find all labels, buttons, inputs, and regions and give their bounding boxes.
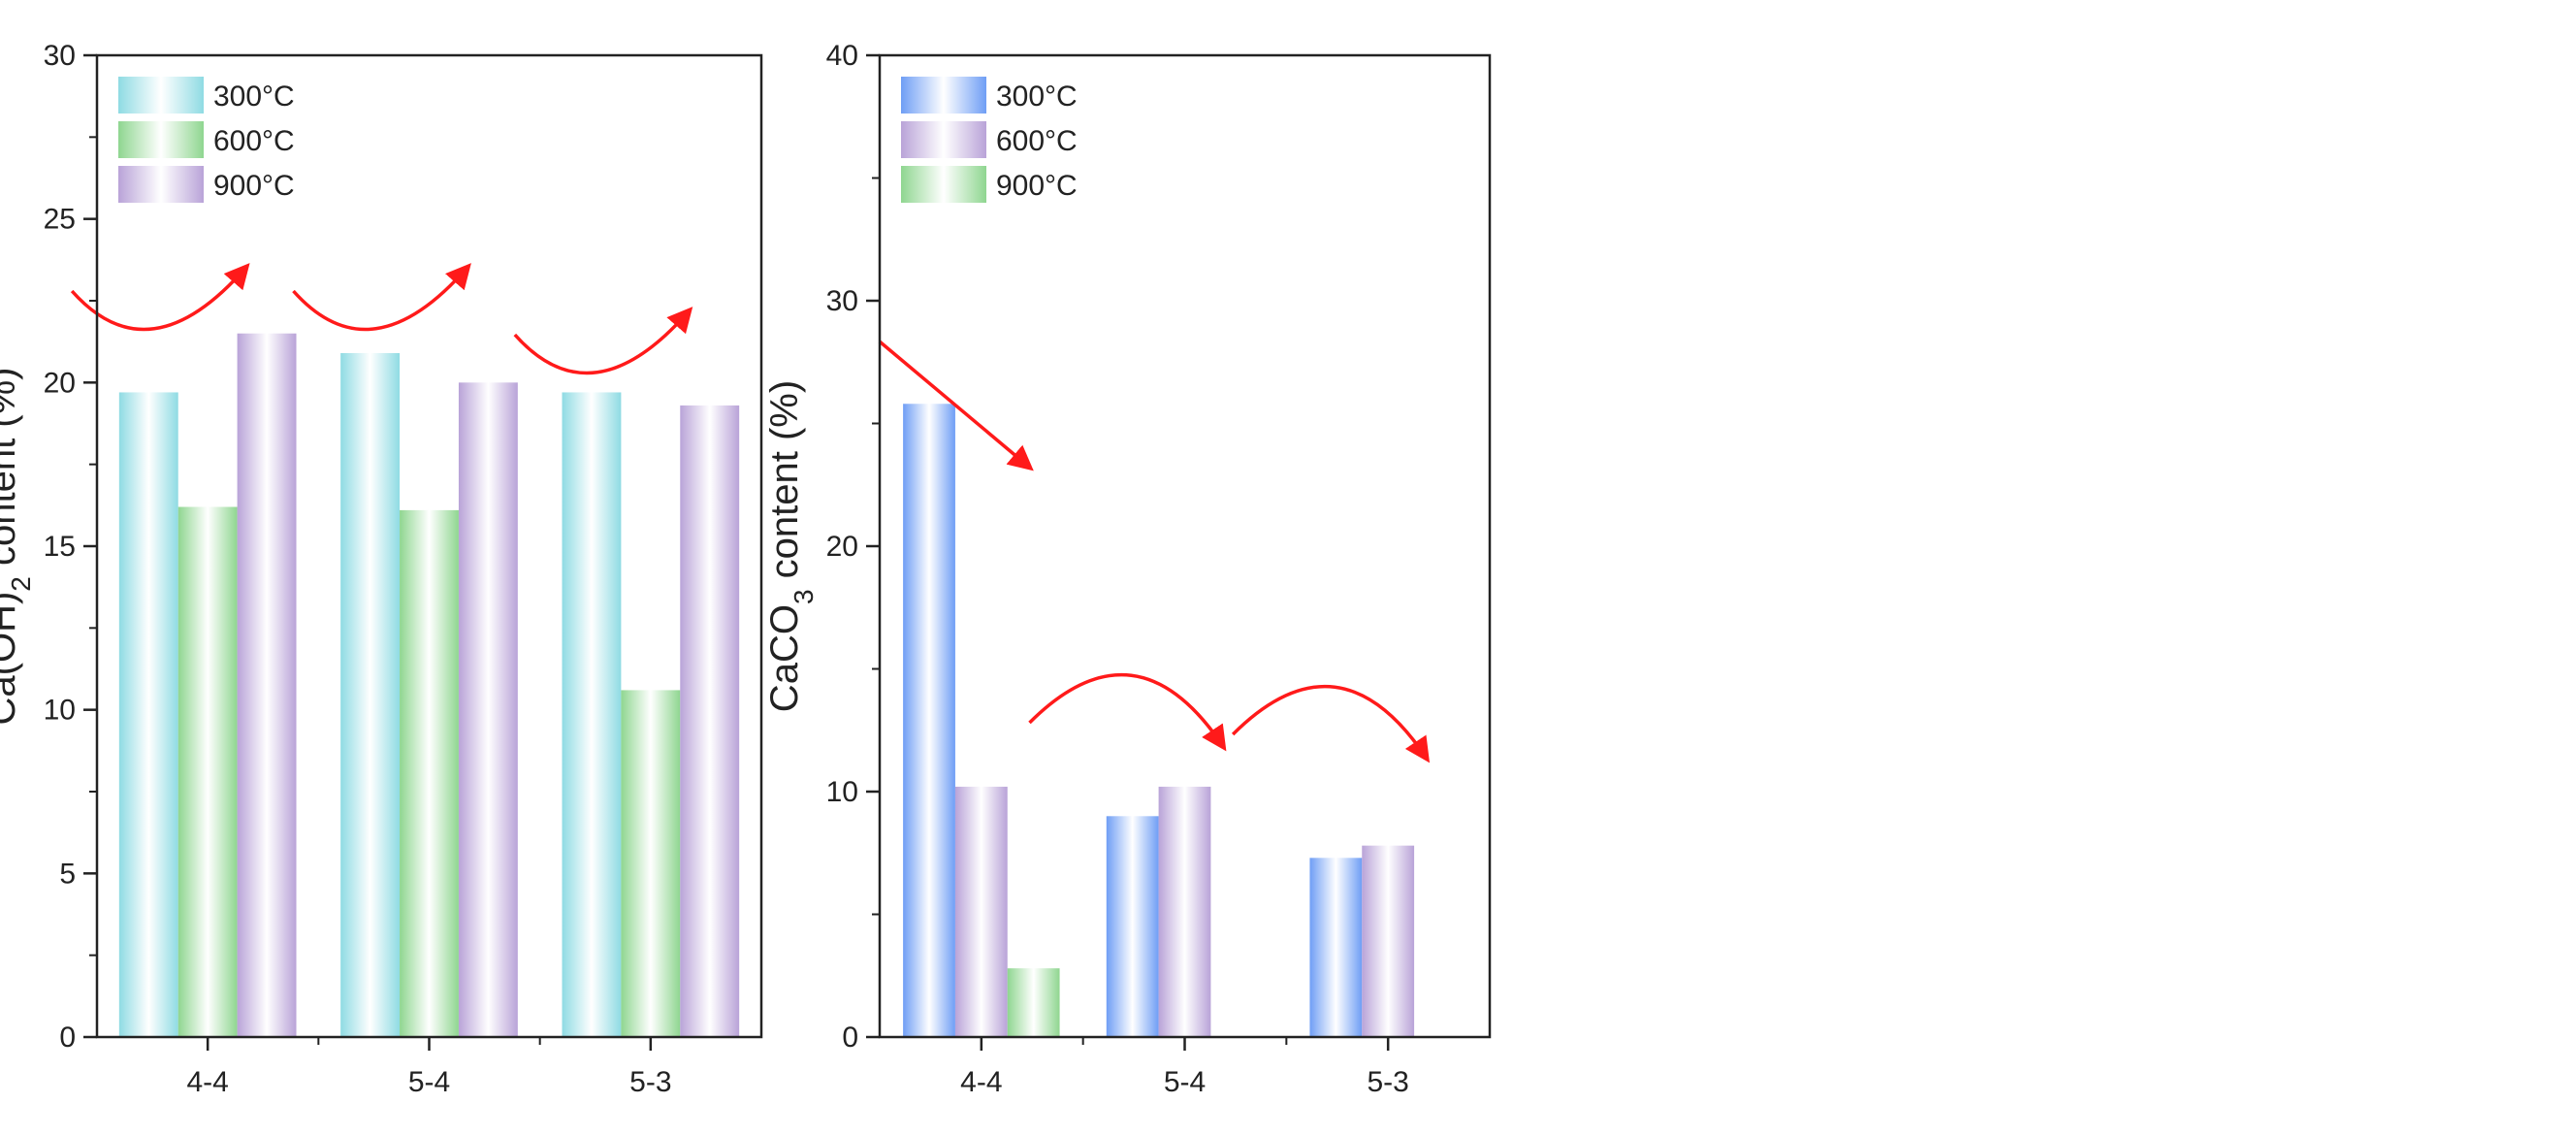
x-tick-label-5-3: 5-3: [1367, 1066, 1408, 1098]
x-axis: 4-4 5-4 5-3: [186, 1037, 672, 1098]
trend-arrow-5-3: [1231, 684, 1431, 763]
y-axis-label-tail: content (%): [0, 367, 23, 576]
x-tick-label-4-4: 4-4: [960, 1066, 1002, 1098]
bar-5-3-600-c: [1362, 845, 1415, 1037]
legend-swatch-300-c: [118, 77, 204, 114]
y-tick-label: 40: [826, 40, 858, 72]
x-tick-label-5-4: 5-4: [1164, 1066, 1206, 1098]
bar-5-3-900-c: [680, 405, 740, 1037]
chart-calcium-hydroxide: 0 5 10 15 20 25 30 4-4 5-4 5-3 Ca(OH)2 content (…: [0, 40, 763, 1098]
y-axis-label: Ca(OH)2 content (%): [0, 367, 36, 725]
bar-4-4-300-c: [118, 392, 178, 1037]
bar-4-4-300-c: [903, 404, 955, 1037]
x-tick-label-5-3: 5-3: [629, 1066, 671, 1098]
bars-group: [118, 333, 740, 1037]
bar-5-4-600-c: [400, 509, 459, 1037]
y-tick-label: 30: [44, 40, 76, 72]
bar-4-4-900-c: [1007, 968, 1060, 1037]
y-tick-label: 20: [44, 367, 76, 399]
legend: 300°C 600°C 900°C: [118, 77, 295, 203]
y-axis-label-main: Ca(OH): [0, 592, 23, 726]
trend-arrow-5-3: [513, 307, 693, 375]
bar-5-3-300-c: [1309, 858, 1363, 1037]
y-axis-label-tail: content (%): [763, 380, 806, 590]
x-axis: 4-4 5-4 5-3: [960, 1037, 1409, 1098]
legend-swatch-600-c: [118, 121, 204, 158]
chart-calcium-carbonate: 0 10 20 30 40 4-4 5-4 5-3 CaCO3 content (%) 30…: [763, 40, 1492, 1098]
y-axis-label-main: CaCO: [763, 604, 806, 712]
legend-label-300-c: 300°C: [996, 81, 1078, 113]
bar-5-3-600-c: [621, 690, 681, 1037]
y-tick-label: 20: [826, 531, 858, 563]
bars-group: [903, 404, 1415, 1037]
y-tick-label: 30: [826, 285, 858, 317]
bar-5-3-300-c: [562, 392, 622, 1037]
legend-swatch-300-c: [901, 77, 986, 114]
trend-arrow-5-4: [1028, 672, 1227, 752]
legend-swatch-600-c: [901, 121, 986, 158]
legend-swatch-900-c: [901, 166, 986, 203]
trend-arrow-4-4: [878, 340, 1034, 471]
x-tick-label-4-4: 4-4: [186, 1066, 228, 1098]
legend-label-300-c: 300°C: [213, 81, 295, 113]
legend-label-600-c: 600°C: [213, 125, 295, 157]
legend-label-600-c: 600°C: [996, 125, 1078, 157]
y-axis-label: CaCO3 content (%): [763, 380, 819, 712]
trend-arrow-5-4: [292, 263, 471, 332]
trend-arrow-4-4: [70, 263, 250, 332]
legend-label-900-c: 900°C: [996, 170, 1078, 202]
legend: 300°C 600°C 900°C: [901, 77, 1078, 203]
y-tick-label: 10: [826, 776, 858, 808]
annotation-arrows: [70, 263, 693, 375]
bar-5-4-300-c: [340, 352, 401, 1037]
bar-5-4-600-c: [1158, 786, 1211, 1037]
bar-4-4-900-c: [237, 333, 297, 1037]
y-tick-label: 25: [44, 204, 76, 236]
y-axis: 0 10 20 30 40: [826, 40, 880, 1054]
x-tick-label-5-4: 5-4: [408, 1066, 450, 1098]
bar-4-4-600-c: [177, 506, 238, 1037]
y-tick-label: 10: [44, 695, 76, 727]
bar-5-4-300-c: [1106, 816, 1159, 1037]
y-axis: 0 5 10 15 20 25 30: [44, 40, 97, 1054]
y-axis-label-subscript: 3: [789, 589, 819, 604]
y-tick-label: 5: [59, 858, 76, 890]
annotation-arrows: [878, 340, 1431, 763]
y-axis-label-subscript: 2: [6, 576, 36, 592]
bar-5-4-900-c: [458, 382, 518, 1037]
bar-4-4-600-c: [954, 786, 1008, 1037]
y-tick-label: 15: [44, 531, 76, 563]
legend-swatch-900-c: [118, 166, 204, 203]
y-tick-label: 0: [59, 1022, 76, 1054]
y-tick-label: 0: [842, 1022, 858, 1054]
legend-label-900-c: 900°C: [213, 170, 295, 202]
